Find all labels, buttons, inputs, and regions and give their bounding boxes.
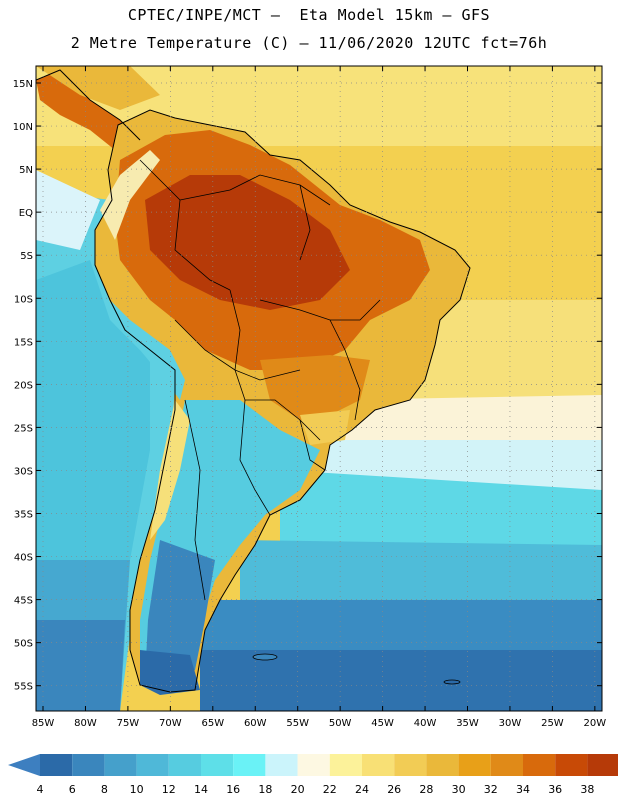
legend-label: 16 [226,783,240,796]
legend-low-arrow [8,754,40,776]
south-brazil-mild [300,410,350,445]
country-borders [139,159,381,601]
longitude-label: 30W [499,718,522,729]
longitude-label: 75W [117,718,140,729]
legend-label: 22 [323,783,337,796]
latitude-label: 15S [14,337,33,348]
legend-label: 18 [258,783,272,796]
map-title-line-2: 2 Metre Temperature (C) – 11/06/2020 12U… [70,34,548,52]
legend-swatch [362,754,395,776]
latitude-label: 20S [14,380,33,391]
color-legend: 4 6 8 10 12 14 16 18 20 22 24 26 28 30 32 34 36 38 [8,754,618,796]
south-georgia [443,679,461,685]
legend-label: 8 [101,783,108,796]
map-frame [35,65,603,712]
legend-swatch [394,754,427,776]
cold-band-1 [280,470,602,560]
legend-swatch [458,754,491,776]
map-field [36,66,602,711]
longitude-label: 40W [414,718,437,729]
latitude-label: 5S [20,251,33,262]
legend-swatch [104,754,137,776]
latitude-label: 30S [14,466,33,477]
equatorial-pacific [36,170,100,250]
legend-label: 32 [484,783,498,796]
legend-swatch [201,754,234,776]
longitude-axis: 85W 80W 75W 70W 65W 60W 55W 50W 45W 40W 35W 30W 25W 2… [32,66,607,729]
longitude-label: 70W [159,718,182,729]
southeast-warm [260,355,370,420]
legend-swatch [329,754,362,776]
legend-swatch [136,754,169,776]
latitude-label: 50S [14,639,33,650]
legend-swatch [297,754,330,776]
latitude-label: 5N [19,165,33,176]
latitude-label: 55S [14,682,33,693]
longitude-label: 65W [201,718,224,729]
legend-label: 28 [419,783,433,796]
longitude-label: 20W [584,718,607,729]
central-america [36,70,140,150]
legend-swatch [72,754,105,776]
legend-label: 4 [37,783,44,796]
legend-label: 20 [291,783,305,796]
northern-andes [100,150,160,240]
legend-swatch [265,754,298,776]
legend-label: 34 [516,783,530,796]
latitude-label: 10S [14,294,33,305]
cold-band-2 [240,540,602,610]
longitude-label: 80W [74,718,97,729]
atacama-strip [150,400,190,540]
longitude-label: 50W [329,718,352,729]
legend-label: 10 [130,783,144,796]
central-america-coast [36,69,141,141]
legend-swatch [555,754,588,776]
legend-label: 38 [580,783,594,796]
legend-label: 14 [194,783,208,796]
legend-label: 24 [355,783,369,796]
latitude-label: 35S [14,510,33,521]
central-andes [110,300,185,400]
legend-label: 12 [162,783,176,796]
latitude-axis: 15N 10N 5N EQ 5S 10S 15S 20S 25S 30S 35S 40S 45S 50S 5… [13,79,602,693]
legend-swatch [587,754,618,776]
falkland-islands [252,653,278,661]
map-title-line-1: CPTEC/INPE/MCT – Eta Model 15km – GFS [127,6,491,24]
subtropical-band [330,395,602,450]
pacific-band-4 [36,620,125,711]
latitude-label: EQ [19,208,33,219]
tierra-del-fuego [140,650,200,695]
hottest-region [145,175,350,310]
longitude-label: 60W [244,718,267,729]
legend-label: 36 [548,783,562,796]
latitude-label: 45S [14,596,33,607]
legend-label: 26 [387,783,401,796]
legend-swatch [490,754,523,776]
longitude-label: 85W [32,718,55,729]
latitude-label: 40S [14,553,33,564]
longitude-label: 25W [541,718,564,729]
longitude-label: 55W [286,718,309,729]
legend-swatch [168,754,201,776]
legend-label: 30 [452,783,466,796]
longitude-label: 45W [371,718,394,729]
legend-swatch [426,754,459,776]
longitude-label: 35W [456,718,479,729]
legend-swatch [233,754,266,776]
latitude-label: 10N [13,122,33,133]
latitude-label: 25S [14,423,33,434]
legend-swatch [40,754,73,776]
legend-swatch [523,754,556,776]
pacific-band-2 [36,260,150,560]
latitude-label: 15N [13,79,33,90]
legend-label: 6 [69,783,76,796]
